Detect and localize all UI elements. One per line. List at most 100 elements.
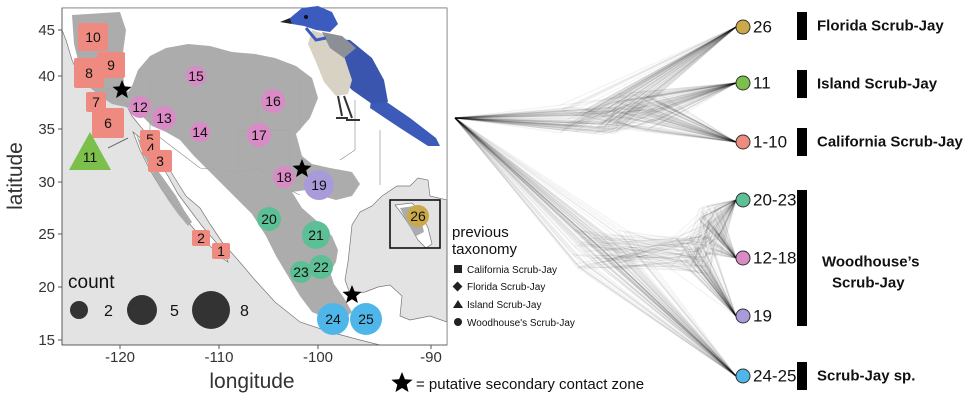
tree-branch <box>674 254 737 317</box>
tree-branch <box>710 199 737 225</box>
tree-branch <box>675 215 723 239</box>
clade-label: Scrub-Jay <box>832 275 905 292</box>
tree-branch <box>611 97 652 112</box>
tree-branch <box>579 241 688 248</box>
clade-bars: Florida Scrub-Jay Island Scrub-Jay Calif… <box>797 12 964 390</box>
tree-branch <box>709 214 737 259</box>
tree-branch <box>454 117 605 251</box>
tree-branch <box>698 199 737 245</box>
tree-branch <box>581 230 694 269</box>
tree-branch <box>581 241 710 276</box>
tree-branch <box>647 82 737 116</box>
tree-branch <box>587 238 737 377</box>
tree-branch <box>561 26 737 110</box>
count-legend-dot <box>127 295 157 325</box>
tree-branch <box>702 216 737 259</box>
tree-branch <box>692 224 707 250</box>
tree-branch <box>708 248 714 275</box>
tree-branch <box>700 199 737 222</box>
tree-branch <box>646 96 737 143</box>
tree-branch <box>647 82 737 114</box>
tree-branch <box>587 239 695 258</box>
tree-branch <box>586 26 737 111</box>
tree-branch <box>597 26 737 110</box>
tree-branch <box>578 266 706 272</box>
tree-branch <box>694 257 737 317</box>
tree-branch <box>694 240 737 317</box>
tree-branch <box>454 117 574 255</box>
tree-branch <box>454 117 580 124</box>
tree-branch <box>593 237 737 377</box>
tip-marker <box>735 192 751 208</box>
tree-branch <box>620 253 688 271</box>
tree-branch <box>669 267 737 317</box>
tree-branch <box>454 117 613 260</box>
tree-branch <box>635 82 737 111</box>
tree-branch <box>719 199 737 209</box>
tree-branch <box>580 26 737 116</box>
tree-branch <box>650 122 737 143</box>
tree-branch <box>590 245 737 377</box>
tree-branch <box>454 117 609 259</box>
tree-branch <box>689 236 737 317</box>
tree-branch <box>607 101 618 131</box>
count-legend-title: count <box>68 272 115 293</box>
tree-branch <box>655 82 737 103</box>
site-marker <box>69 132 111 170</box>
tree-branch <box>454 117 573 123</box>
bird-back <box>322 32 356 58</box>
tree-branch <box>703 260 737 317</box>
clade-label: Florida Scrub-Jay <box>817 18 944 35</box>
clade-label: Island Scrub-Jay <box>817 76 938 93</box>
tree-branch <box>663 82 737 105</box>
tree-branch <box>454 107 609 119</box>
tree-branch <box>454 117 616 268</box>
tree-branch <box>454 117 591 127</box>
tree-branch <box>719 249 737 259</box>
tree-branch <box>614 112 622 130</box>
diamond-icon <box>452 281 463 292</box>
tree-branch <box>721 199 737 233</box>
tree-branch <box>600 26 737 125</box>
tree-branch <box>714 246 737 259</box>
tree-branch <box>628 255 737 377</box>
tree-branch <box>578 26 737 115</box>
tree-branch <box>716 199 737 207</box>
star-icon <box>292 159 312 177</box>
tree-branch <box>454 117 595 135</box>
tree-branch <box>660 123 737 143</box>
tree-branch <box>454 117 622 270</box>
tree-branch <box>716 199 737 227</box>
tree-branch <box>454 117 583 232</box>
tree-branch <box>454 117 630 248</box>
tree-branch <box>675 223 710 238</box>
tree-branch <box>643 82 737 118</box>
tree-branch <box>615 82 737 129</box>
tree-branch <box>614 259 693 269</box>
tree-branch <box>707 205 737 259</box>
tree-branch <box>588 93 619 113</box>
tree-branch <box>716 199 737 239</box>
tree-branch <box>692 248 737 317</box>
tree-branch <box>578 26 737 124</box>
tree-branch <box>581 230 737 377</box>
tree-branch <box>686 246 737 317</box>
tree-branch <box>584 245 706 258</box>
tree-branch <box>454 117 578 122</box>
tip-marker <box>735 308 751 324</box>
tree-branch <box>454 112 606 119</box>
tree-branch <box>685 219 700 261</box>
tree-branch <box>454 117 589 241</box>
tree-branch <box>623 231 737 377</box>
tree-branch <box>615 256 737 377</box>
y-axis-label: latitude <box>4 142 27 210</box>
tree-branch <box>454 109 587 119</box>
tree-branch <box>603 237 710 250</box>
tree-branch <box>651 82 737 110</box>
tree-branch <box>720 199 737 254</box>
tree-branch <box>592 236 699 259</box>
tree-branch <box>611 114 626 130</box>
site-label: 15 <box>188 68 204 84</box>
tree-branch <box>650 113 737 143</box>
tree-branch <box>708 247 737 259</box>
